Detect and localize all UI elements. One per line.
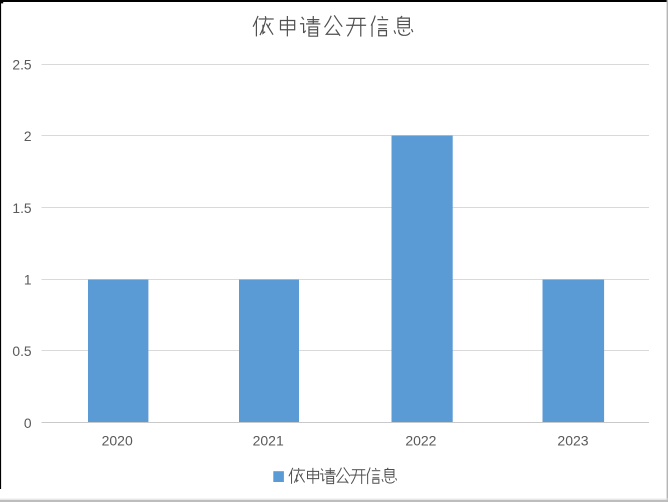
svg-text:0.5: 0.5	[12, 344, 32, 359]
svg-text:1: 1	[24, 273, 32, 288]
svg-text:2023: 2023	[557, 433, 588, 449]
svg-text:2.5: 2.5	[12, 57, 32, 72]
svg-text:2021: 2021	[253, 433, 284, 449]
svg-text:2020: 2020	[102, 433, 133, 449]
svg-text:2: 2	[24, 129, 32, 144]
svg-text:1.5: 1.5	[12, 201, 32, 216]
svg-text:2022: 2022	[405, 433, 436, 449]
svg-text:0: 0	[24, 416, 32, 431]
